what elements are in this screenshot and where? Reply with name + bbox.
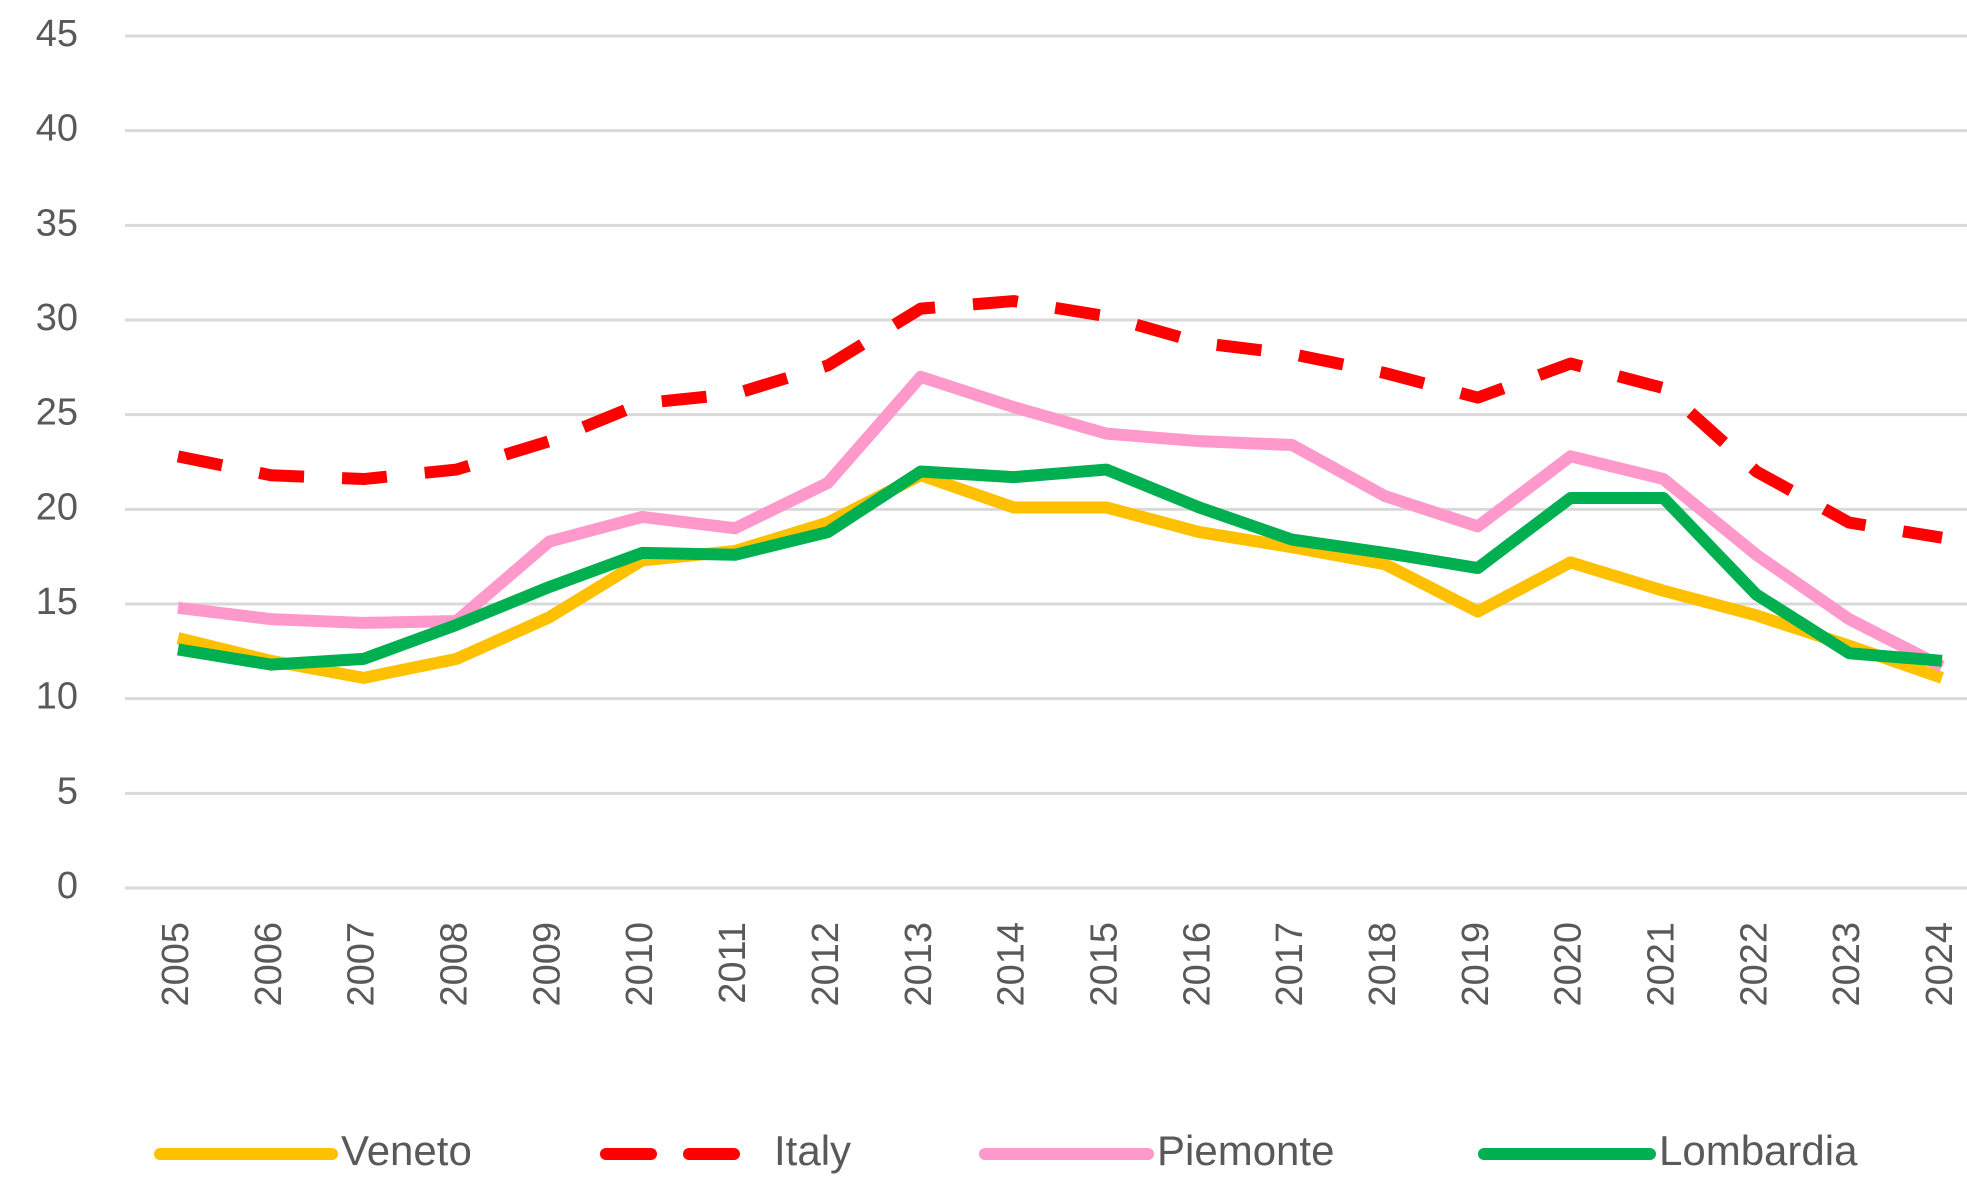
y-tick-label: 30 xyxy=(36,297,78,339)
x-tick-label: 2007 xyxy=(341,922,383,1007)
x-tick-label: 2021 xyxy=(1641,922,1683,1007)
legend-label: Veneto xyxy=(341,1127,472,1174)
x-tick-label: 2020 xyxy=(1548,922,1590,1007)
x-tick-label: 2010 xyxy=(619,922,661,1007)
y-tick-label: 45 xyxy=(36,13,78,55)
x-tick-label: 2012 xyxy=(805,922,847,1007)
series-line xyxy=(176,469,1944,684)
legend-label: Piemonte xyxy=(1157,1127,1334,1174)
x-tick-label: 2015 xyxy=(1083,922,1125,1007)
legend-label: Lombardia xyxy=(1659,1127,1858,1174)
legend-label: Italy xyxy=(774,1127,851,1174)
x-tick-label: 2008 xyxy=(434,922,476,1007)
y-tick-label: 5 xyxy=(57,770,78,812)
y-tick-label: 0 xyxy=(57,865,78,907)
series-line xyxy=(176,295,1943,544)
x-tick-label: 2014 xyxy=(991,922,1033,1007)
x-tick-label: 2016 xyxy=(1176,922,1218,1007)
x-tick-label: 2018 xyxy=(1362,922,1404,1007)
x-tick-label: 2009 xyxy=(526,922,568,1007)
series-line xyxy=(177,463,1943,671)
y-tick-label: 25 xyxy=(36,392,78,434)
x-tick-label: 2006 xyxy=(248,922,290,1007)
x-tick-label: 2017 xyxy=(1269,922,1311,1007)
x-tick-label: 2022 xyxy=(1733,922,1775,1007)
x-tick-label: 2023 xyxy=(1826,922,1868,1007)
y-tick-label: 20 xyxy=(36,486,78,528)
x-tick-label: 2011 xyxy=(712,922,754,1004)
series-line xyxy=(177,370,1945,672)
y-tick-label: 35 xyxy=(36,202,78,244)
y-tick-label: 40 xyxy=(36,108,78,150)
y-tick-label: 15 xyxy=(36,581,78,623)
x-tick-label: 2024 xyxy=(1919,922,1961,1007)
x-tick-label: 2005 xyxy=(155,922,197,1007)
x-tick-label: 2013 xyxy=(898,922,940,1007)
y-tick-label: 10 xyxy=(36,676,78,718)
x-tick-label: 2019 xyxy=(1455,922,1497,1007)
